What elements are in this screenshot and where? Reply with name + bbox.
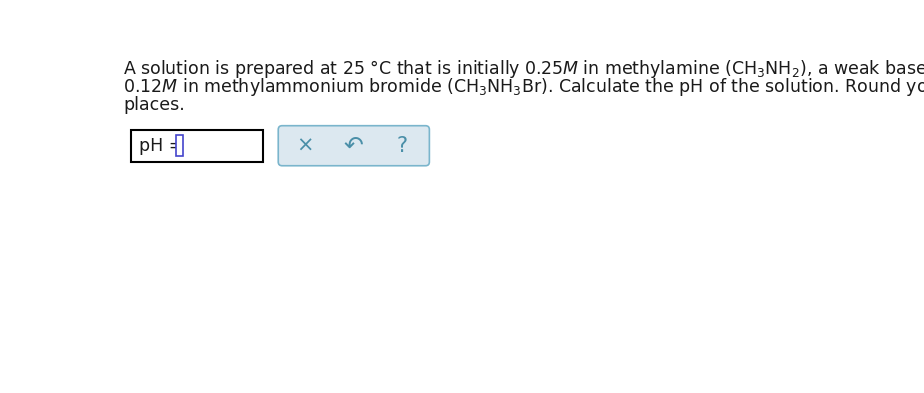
Text: ↶: ↶ bbox=[344, 134, 363, 158]
Text: 0.12$\mathit{M}$ in methylammonium bromide $\left(\mathrm{CH_3NH_3Br}\right)$. C: 0.12$\mathit{M}$ in methylammonium bromi… bbox=[123, 76, 924, 98]
Text: ×: × bbox=[297, 136, 314, 156]
Text: places.: places. bbox=[123, 96, 185, 114]
Text: A solution is prepared at 25 °C that is initially 0.25$\mathit{M}$ in methylamin: A solution is prepared at 25 °C that is … bbox=[123, 57, 924, 81]
FancyBboxPatch shape bbox=[131, 130, 262, 162]
Text: ?: ? bbox=[396, 136, 407, 156]
FancyBboxPatch shape bbox=[278, 126, 430, 166]
Text: pH =: pH = bbox=[139, 137, 188, 155]
FancyBboxPatch shape bbox=[176, 135, 183, 156]
